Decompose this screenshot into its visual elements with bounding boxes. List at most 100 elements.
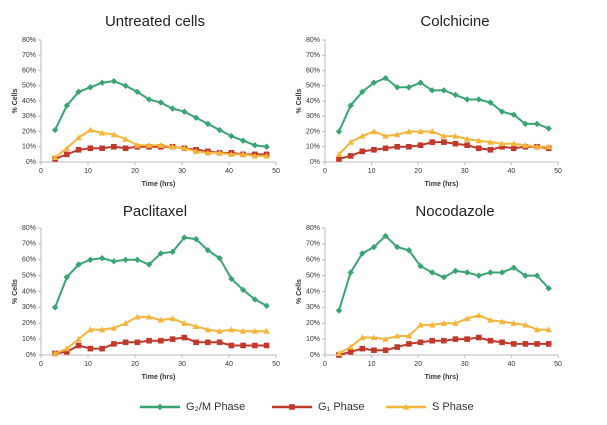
- data-point: [464, 142, 470, 149]
- legend-marker: [402, 403, 410, 410]
- data-point: [169, 248, 176, 256]
- data-point: [239, 151, 247, 157]
- data-point: [263, 342, 270, 349]
- y-tick-label: 50%: [22, 272, 36, 279]
- data-point: [122, 320, 129, 326]
- data-point: [475, 96, 482, 103]
- x-tick-label: 50: [554, 361, 562, 368]
- data-point: [192, 148, 200, 154]
- data-point: [371, 147, 377, 153]
- data-point: [181, 108, 188, 115]
- data-point: [370, 128, 378, 135]
- data-point: [251, 327, 259, 334]
- data-point: [428, 269, 436, 276]
- x-tick-label: 20: [414, 168, 422, 175]
- data-point: [192, 323, 200, 330]
- data-point: [145, 313, 153, 320]
- data-point: [193, 339, 199, 346]
- data-point: [498, 318, 506, 325]
- y-tick-label: 40%: [306, 288, 320, 295]
- data-point: [336, 156, 342, 162]
- data-point: [169, 105, 176, 112]
- data-point: [111, 341, 117, 347]
- data-point: [75, 335, 82, 342]
- x-tick-label: 0: [39, 361, 43, 368]
- data-point: [463, 315, 471, 322]
- data-point: [169, 336, 176, 342]
- data-point: [417, 262, 424, 270]
- data-point: [440, 320, 448, 326]
- x-tick-label: 50: [272, 168, 280, 175]
- y-tick-label: 20%: [22, 320, 36, 327]
- data-point: [371, 347, 377, 354]
- data-point: [347, 269, 354, 276]
- data-point: [51, 350, 59, 357]
- y-tick-label: 20%: [22, 128, 36, 135]
- data-point: [181, 145, 188, 151]
- data-point: [359, 132, 366, 139]
- data-point: [228, 151, 235, 157]
- data-point: [394, 84, 401, 91]
- y-axis-label: % Cells: [12, 88, 19, 113]
- data-point: [394, 332, 401, 339]
- data-point: [475, 312, 482, 318]
- x-tick-label: 30: [461, 168, 469, 175]
- data-point: [464, 336, 470, 342]
- y-tick-label: 80%: [22, 37, 36, 44]
- data-point: [463, 269, 471, 276]
- data-point: [239, 327, 247, 334]
- data-point: [510, 341, 517, 347]
- data-point: [63, 145, 71, 151]
- y-tick-label: 20%: [306, 128, 320, 135]
- data-point: [499, 339, 505, 346]
- data-point: [158, 337, 164, 344]
- y-tick-label: 80%: [22, 225, 36, 232]
- x-axis-label: Time (hrs): [425, 374, 459, 381]
- data-point: [452, 132, 459, 139]
- data-point: [405, 84, 413, 91]
- data-point: [347, 138, 354, 145]
- data-point: [545, 125, 552, 132]
- data-point: [228, 275, 235, 282]
- data-point: [533, 120, 541, 128]
- y-tick-label: 0%: [310, 352, 320, 359]
- data-point: [216, 254, 223, 262]
- x-tick-label: 40: [225, 361, 233, 368]
- x-tick-label: 40: [508, 361, 516, 368]
- data-point: [405, 247, 413, 254]
- data-point: [498, 269, 506, 276]
- data-point: [498, 108, 506, 115]
- y-tick-label: 30%: [306, 304, 320, 311]
- data-point: [428, 87, 436, 94]
- data-point: [417, 142, 424, 149]
- y-tick-label: 50%: [22, 83, 36, 90]
- y-tick-label: 0%: [26, 159, 36, 166]
- x-tick-label: 10: [84, 361, 92, 368]
- data-point: [122, 135, 129, 142]
- x-tick-label: 30: [178, 361, 186, 368]
- data-point: [487, 269, 494, 276]
- data-point: [75, 261, 82, 268]
- data-point: [452, 140, 459, 147]
- y-tick-label: 60%: [306, 257, 320, 264]
- y-tick-label: 70%: [22, 52, 36, 59]
- data-point: [475, 272, 482, 279]
- data-point: [382, 232, 389, 240]
- data-point: [498, 140, 506, 147]
- data-point: [204, 326, 212, 333]
- y-tick-label: 60%: [22, 257, 36, 264]
- data-point: [428, 128, 436, 135]
- data-point: [452, 91, 459, 99]
- data-point: [134, 313, 141, 320]
- data-point: [216, 126, 223, 134]
- data-point: [157, 142, 165, 148]
- data-point: [370, 334, 378, 341]
- data-point: [251, 142, 259, 149]
- x-tick-label: 40: [508, 168, 516, 175]
- data-point: [251, 152, 259, 159]
- y-tick-label: 60%: [306, 67, 320, 74]
- data-point: [192, 235, 200, 243]
- data-point: [417, 128, 424, 135]
- data-point: [99, 345, 105, 352]
- x-tick-label: 0: [323, 168, 327, 175]
